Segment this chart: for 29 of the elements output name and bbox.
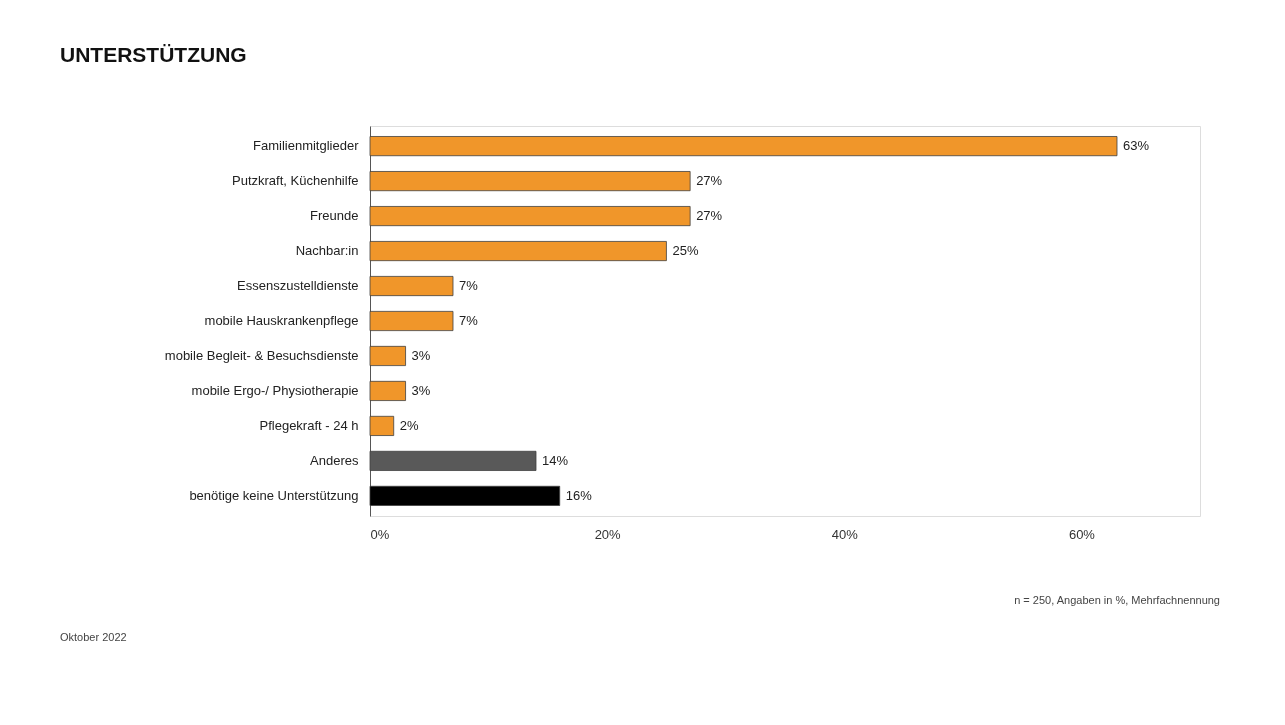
data-label: 2% bbox=[399, 417, 419, 433]
data-label: 7% bbox=[459, 313, 479, 328]
y-tick-label: Pflegekraft - 24 h bbox=[259, 417, 359, 433]
data-label: 25% bbox=[672, 243, 699, 259]
data-label: 27% bbox=[696, 208, 723, 224]
y-tick-label: Putzkraft, Küchenhilfe bbox=[232, 173, 359, 189]
x-tick-label: 20% bbox=[594, 526, 622, 542]
y-tick-label: mobile Begleit- & Besuchsdienste bbox=[164, 347, 359, 363]
y-tick-label: Freunde bbox=[310, 208, 359, 224]
y-tick-label: benötige keine Unterstützung bbox=[189, 487, 359, 503]
data-label: 27% bbox=[696, 173, 723, 189]
y-tick-label: mobile Ergo-/ Physiotherapie bbox=[191, 382, 359, 398]
x-tick-label: 60% bbox=[1068, 526, 1096, 542]
y-tick-label: Anderes bbox=[310, 452, 359, 468]
data-label: 3% bbox=[411, 382, 431, 398]
text: n = 250, Angaben in %, Mehrfachnennung bbox=[1014, 594, 1220, 606]
x-tick-label: 0% bbox=[370, 526, 390, 542]
text: UNTERSTÜTZUNG bbox=[60, 43, 247, 66]
y-tick-label: Familienmitglieder bbox=[253, 138, 360, 154]
y-tick-label: Essenszustelldienste bbox=[237, 278, 359, 294]
y-tick-label: Nachbar:in bbox=[295, 243, 359, 259]
data-label: 7% bbox=[459, 278, 479, 294]
data-label: 14% bbox=[542, 452, 569, 468]
y-tick-label: mobile Hauskrankenpflege bbox=[204, 313, 359, 328]
data-label: 3% bbox=[411, 347, 431, 363]
text: Oktober 2022 bbox=[60, 631, 127, 643]
data-label: 63% bbox=[1123, 138, 1150, 154]
data-label: 16% bbox=[565, 487, 593, 503]
x-tick-label: 40% bbox=[831, 526, 859, 542]
